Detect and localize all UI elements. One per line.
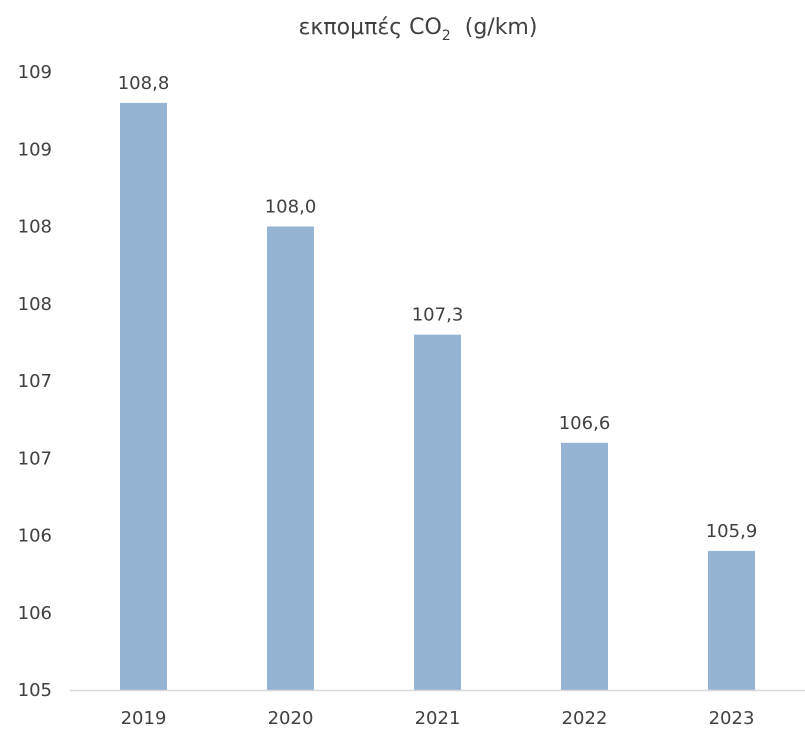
y-axis-tick-labels: 109 109 108 108 107 107 106 106 105	[18, 62, 52, 701]
data-label: 108,0	[265, 197, 317, 218]
data-label: 107,3	[412, 305, 464, 326]
y-tick-label: 106	[18, 526, 52, 547]
x-tick-label: 2023	[709, 708, 755, 729]
x-tick-label: 2021	[415, 708, 461, 729]
y-tick-label: 107	[18, 371, 52, 392]
bar	[120, 102, 167, 690]
y-tick-label: 109	[18, 62, 52, 83]
x-axis-tick-labels: 2019 2020 2021 2022 2023	[121, 708, 755, 729]
x-tick-label: 2020	[268, 708, 314, 729]
chart-title: εκπομπές CO2 (g/km)	[299, 15, 538, 44]
x-tick-label: 2019	[121, 708, 167, 729]
bar	[561, 442, 608, 690]
data-label: 106,6	[559, 413, 611, 434]
x-tick-label: 2022	[562, 708, 608, 729]
data-label: 105,9	[706, 521, 758, 542]
chart-title-unit: (g/km)	[465, 15, 538, 40]
bar	[267, 226, 314, 690]
chart-title-main: εκπομπές CO	[299, 15, 442, 40]
bar	[708, 550, 755, 690]
y-tick-label: 107	[18, 448, 52, 469]
data-label: 108,8	[118, 73, 170, 94]
y-tick-label: 105	[18, 680, 52, 701]
bars	[120, 102, 755, 690]
chart-title-subscript: 2	[442, 28, 451, 44]
y-tick-label: 106	[18, 603, 52, 624]
y-tick-label: 108	[18, 294, 52, 315]
y-tick-label: 109	[18, 139, 52, 160]
y-tick-label: 108	[18, 217, 52, 238]
bar	[414, 334, 461, 690]
data-labels: 108,8 108,0 107,3 106,6 105,9	[118, 73, 758, 542]
